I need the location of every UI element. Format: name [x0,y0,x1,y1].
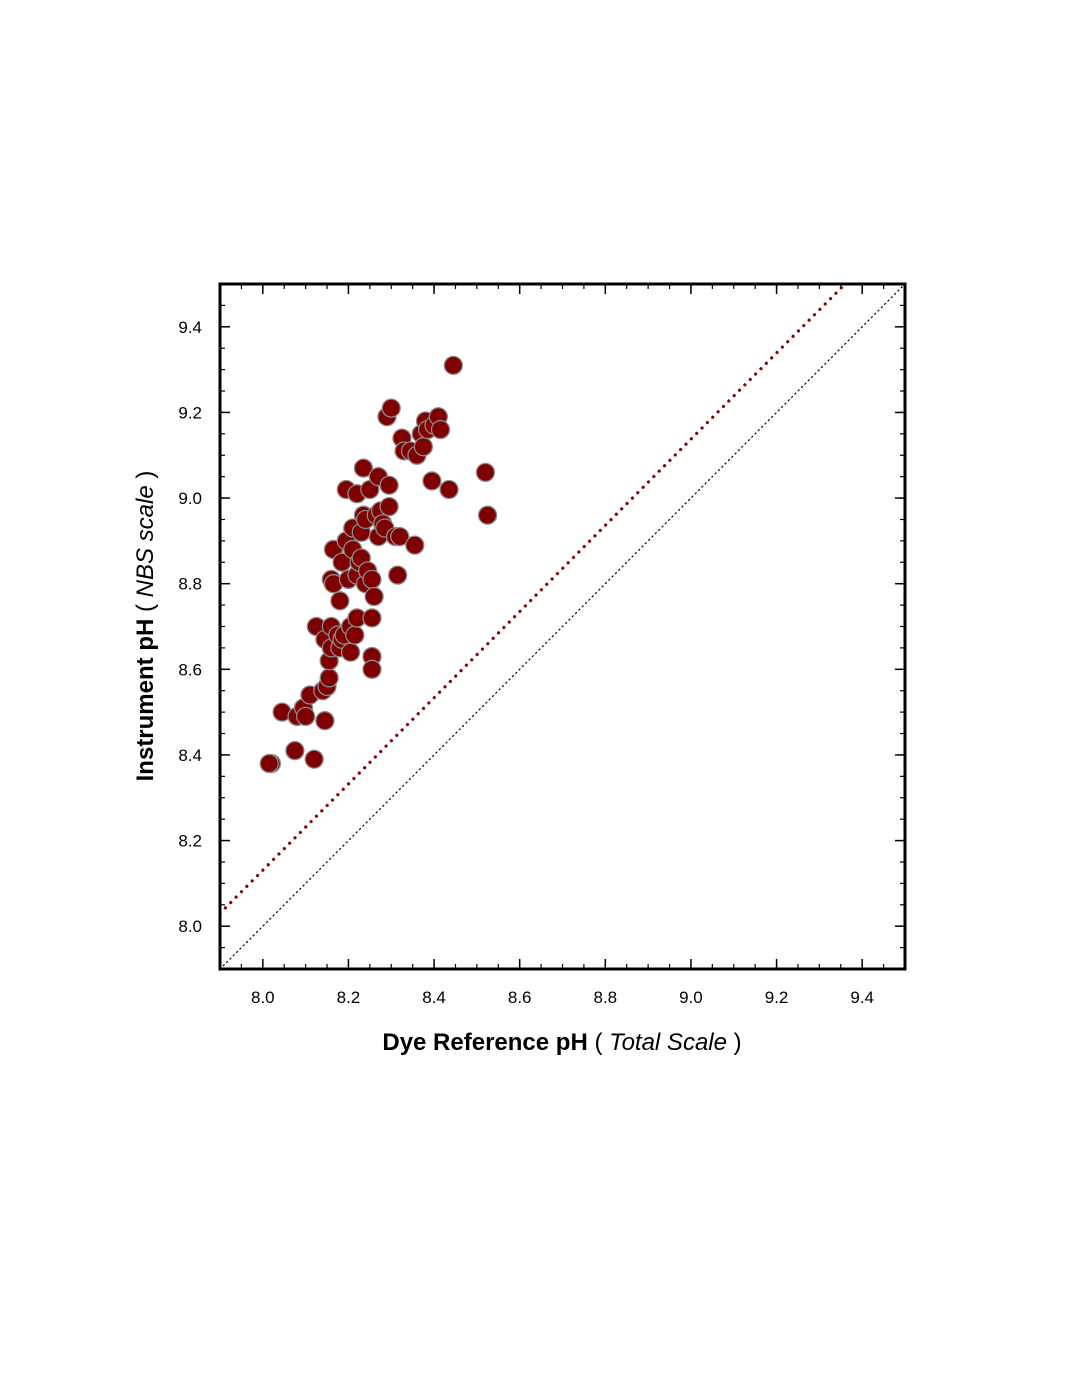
data-point [353,458,374,478]
data-point [295,706,316,727]
x-tick-label: 8.2 [337,988,361,1007]
data-point [443,355,463,375]
y-tick-label: 8.4 [178,746,202,765]
x-tick-label: 9.2 [765,988,789,1007]
x-axis-title-main: Dye Reference pH [382,1029,587,1056]
x-tick-label: 8.0 [251,988,275,1007]
y-tick-label: 8.8 [178,575,202,594]
x-axis-title-close: ) [727,1029,742,1056]
y-axis-title-close: ) [132,471,159,486]
x-axis-ticks: 8.0 8.2 8.4 8.6 8.8 9.0 9.2 9.4 [251,284,874,1007]
x-tick-label: 8.4 [422,988,446,1007]
data-point [319,668,339,688]
x-axis-title: Dye Reference pH ( Total Scale ) [382,1029,741,1056]
data-point [362,608,382,628]
data-point [390,526,410,547]
identity-line [220,284,905,969]
y-tick-label: 8.6 [178,660,202,679]
plot-frame [218,282,907,971]
y-axis-title-main: Instrument pH [132,619,159,782]
data-point [285,741,305,761]
data-point [379,475,399,495]
data-point [315,711,335,731]
data-point [330,591,350,611]
x-axis-title-unit: Total Scale [609,1029,727,1056]
y-axis-title: Instrument pH ( NBS scale ) [132,471,159,782]
x-axis-title-open: ( [588,1029,609,1056]
data-point [345,625,365,645]
y-axis-title-unit: NBS scale [132,485,159,597]
y-tick-label: 9.4 [178,318,202,337]
x-tick-label: 9.4 [850,988,874,1007]
data-point [405,535,425,555]
data-point [477,505,498,525]
data-point [304,749,324,769]
x-tick-label: 8.6 [508,988,532,1007]
data-point [259,753,279,774]
data-point [381,398,401,418]
data-point [362,569,382,590]
data-point [413,437,434,457]
data-points [259,355,498,774]
data-point [430,419,451,440]
data-point [475,462,496,483]
y-tick-label: 9.2 [178,403,202,422]
data-point [340,642,361,662]
y-tick-label: 8.2 [178,832,202,851]
x-tick-label: 9.0 [679,988,703,1007]
reference-lines [220,284,905,969]
y-tick-label: 9.0 [178,489,202,508]
y-axis-ticks: 8.0 8.2 8.4 8.6 8.8 9.0 9.2 9.4 [178,318,905,936]
regression-line [220,284,847,915]
data-point [362,659,382,679]
data-point [379,496,399,517]
y-axis-title-open: ( [132,597,159,618]
data-point [364,586,384,607]
data-point [388,565,408,585]
x-tick-label: 8.8 [593,988,617,1007]
data-point [422,471,442,491]
y-tick-label: 8.0 [178,917,202,936]
data-point [439,479,459,500]
